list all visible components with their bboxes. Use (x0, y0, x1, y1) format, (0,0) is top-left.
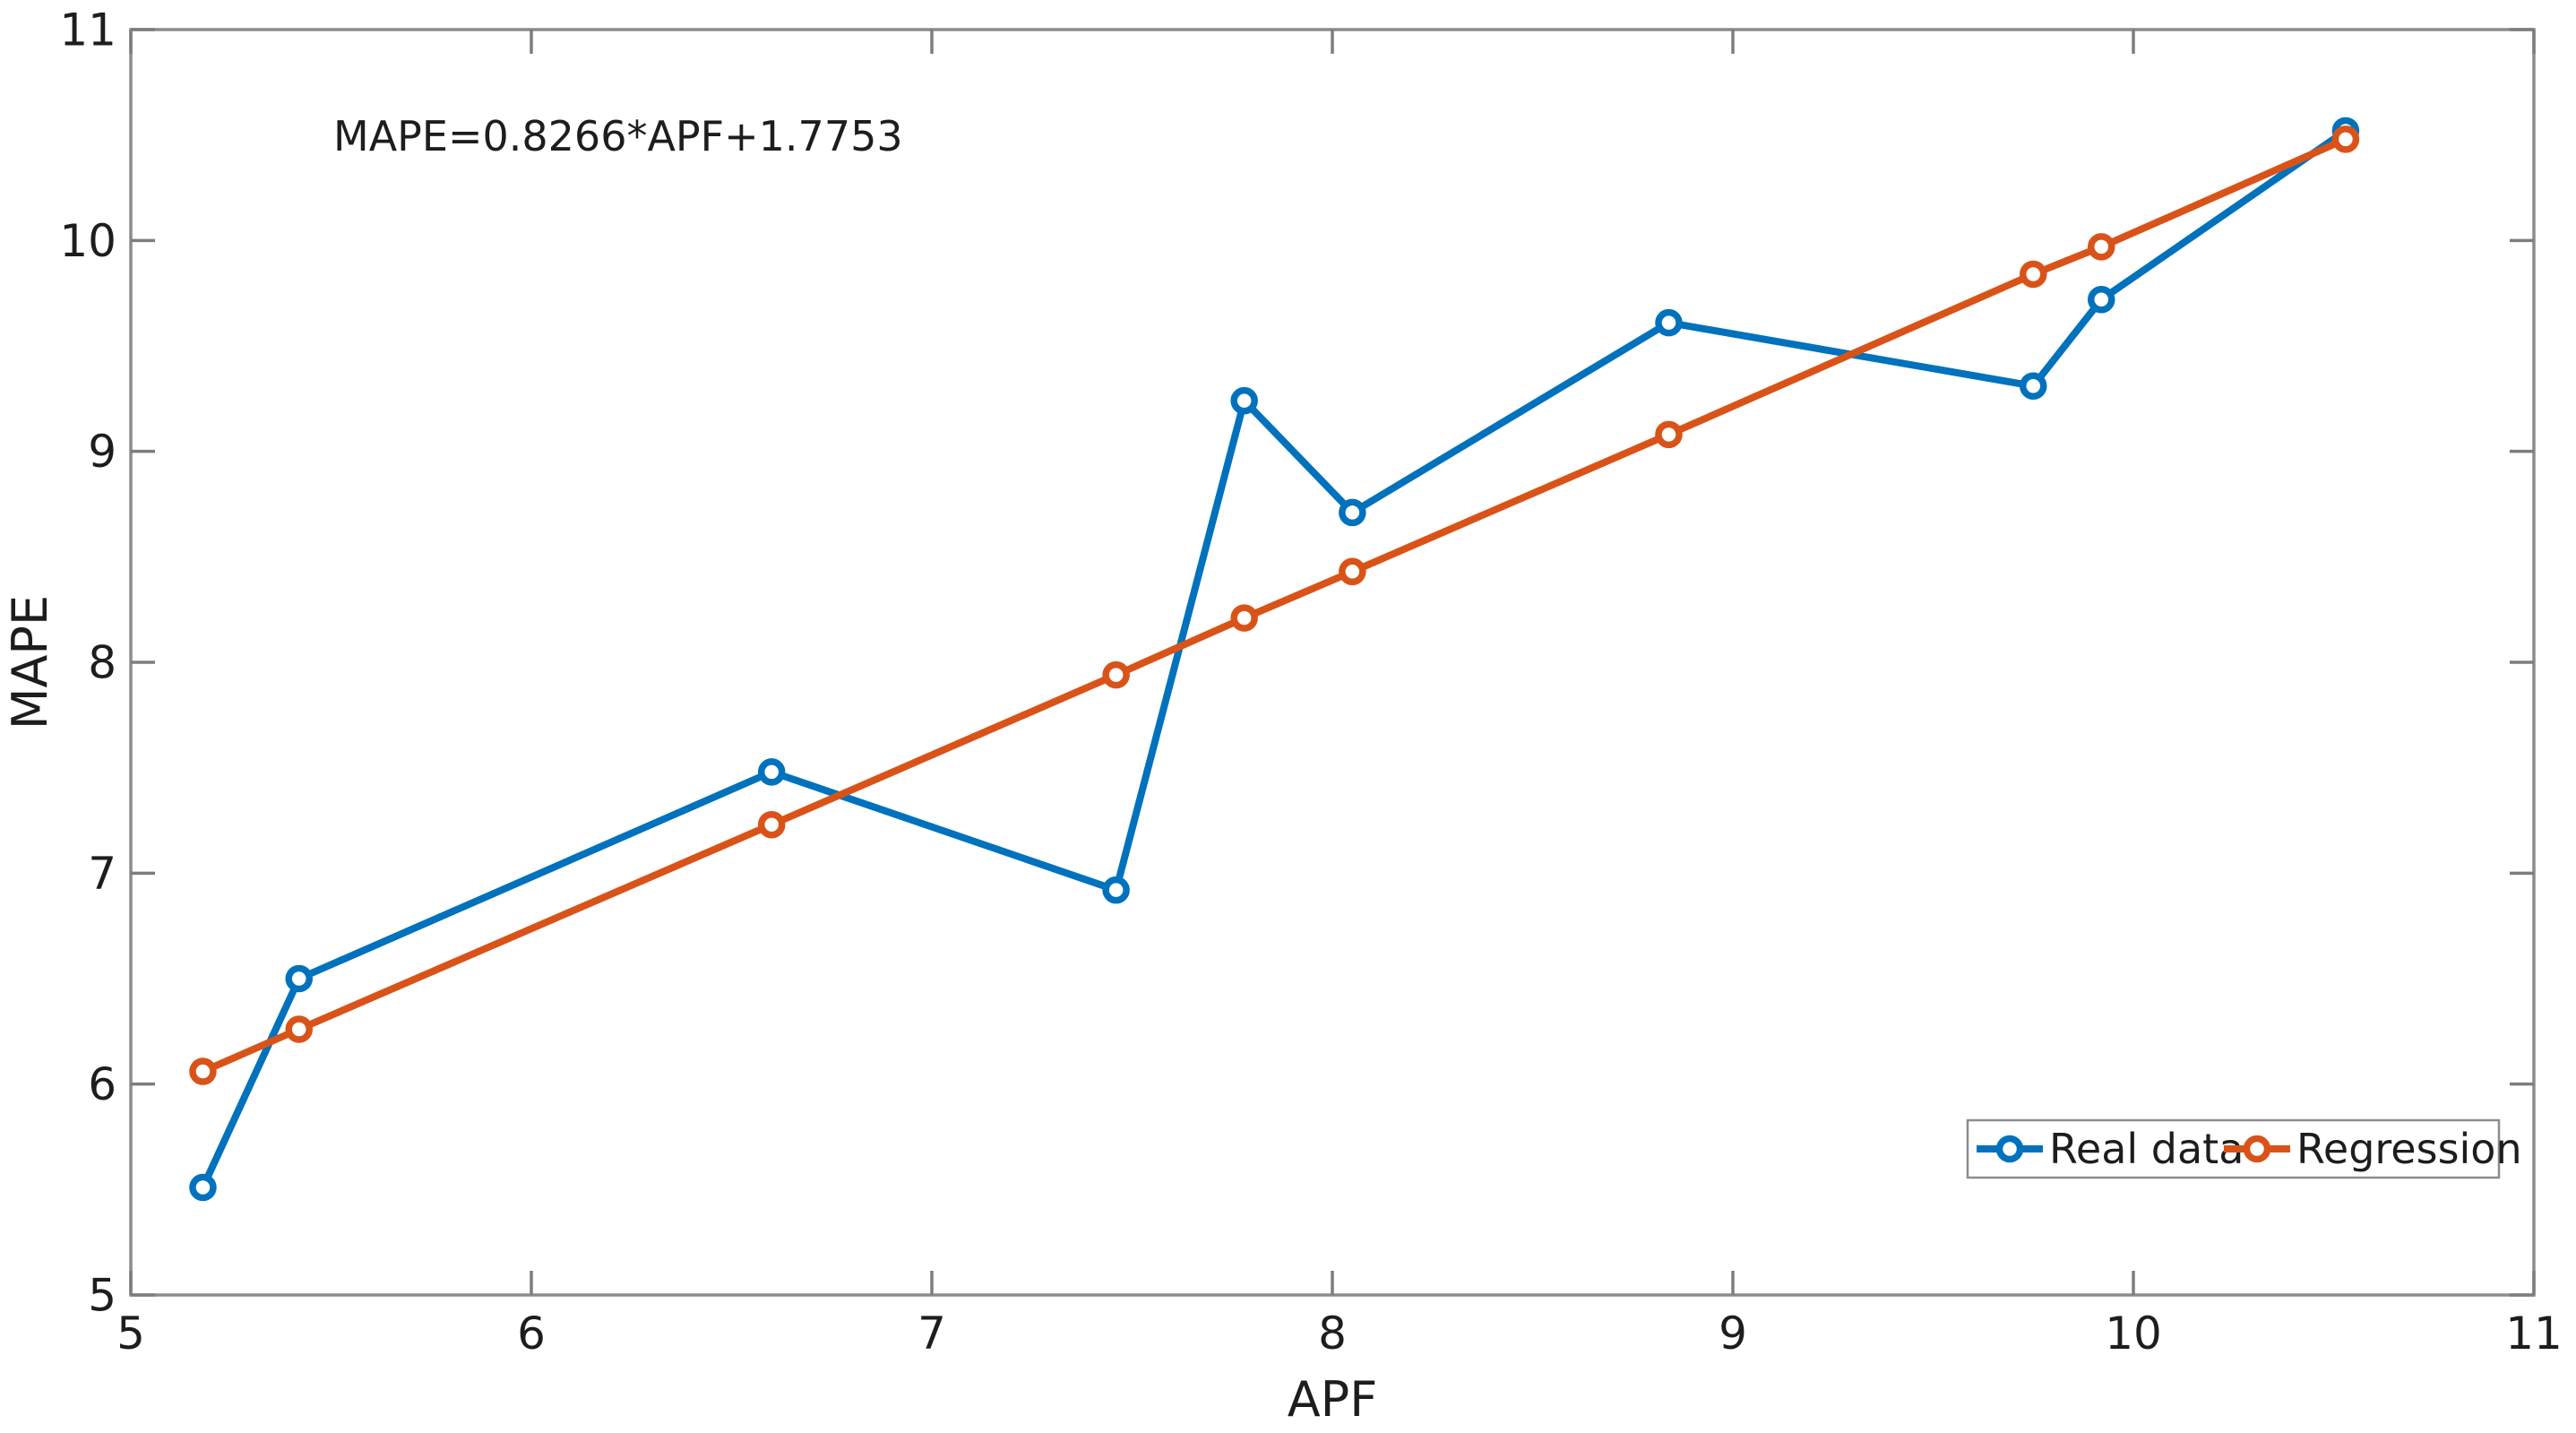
y-axis-label: MAPE (2, 595, 58, 729)
data-point-marker-regression (1339, 557, 1366, 586)
y-tick-label: 8 (88, 637, 116, 689)
data-point-marker-real-data (1655, 308, 1683, 337)
y-tick-label: 6 (88, 1058, 116, 1110)
plot-series (189, 117, 2360, 1202)
x-axis-label: APF (1288, 1371, 1378, 1428)
series-line-real-data (199, 126, 2349, 1191)
y-tick-label: 10 (59, 215, 116, 267)
x-tick-label: 5 (116, 1308, 145, 1360)
x-tick-label: 8 (1318, 1308, 1347, 1360)
legend-regression-marker-icon (2243, 1135, 2271, 1163)
regression-equation-annotation: MAPE=0.8266*APF+1.7753 (333, 112, 903, 160)
data-point-marker-real-data (1339, 498, 1366, 527)
data-point-marker-real-data (2087, 285, 2115, 314)
legend-label-regression: Regression (2296, 1125, 2522, 1173)
legend-label-real-data: Real data (2049, 1125, 2244, 1173)
data-point-marker-real-data (189, 1173, 217, 1202)
data-point-marker-regression (2331, 125, 2360, 153)
data-point-marker-real-data (285, 964, 313, 993)
axes-box (129, 28, 2536, 1297)
data-point-marker-regression (2087, 233, 2115, 261)
x-tick-label: 7 (918, 1308, 946, 1360)
x-tick-label: 10 (2105, 1308, 2162, 1360)
x-tick-label: 9 (1719, 1308, 1747, 1360)
y-tick-label: 11 (59, 4, 116, 56)
data-point-marker-regression (1102, 660, 1130, 689)
data-point-marker-regression (1230, 604, 1258, 632)
data-point-marker-real-data (1102, 876, 1130, 904)
data-point-marker-real-data (2020, 372, 2047, 400)
data-point-marker-regression (1655, 420, 1683, 449)
x-tick-label: 6 (517, 1308, 546, 1360)
y-tick-label: 7 (88, 848, 116, 900)
y-tick-label: 9 (88, 426, 116, 478)
y-tick-label: 5 (88, 1270, 116, 1322)
data-point-marker-regression (189, 1057, 217, 1085)
data-point-marker-regression (285, 1015, 313, 1043)
data-point-marker-regression (2020, 260, 2047, 289)
data-point-marker-real-data (1230, 386, 1258, 415)
legend: Real data Regression (1966, 1118, 2522, 1179)
x-tick-label: 11 (2505, 1308, 2563, 1360)
series-line-regression (199, 135, 2349, 1075)
data-point-marker-regression (757, 810, 786, 839)
axes: 5 6 7 8 9 10 11 5 6 7 8 9 10 11 (59, 4, 2562, 1360)
legend-real-data-marker-icon (1995, 1135, 2024, 1163)
data-point-marker-real-data (757, 758, 786, 786)
